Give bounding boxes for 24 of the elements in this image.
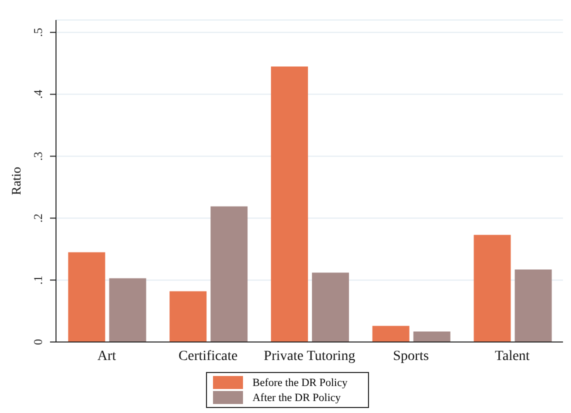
y-axis-title: Ratio <box>8 166 24 196</box>
x-tick-label: Sports <box>393 348 429 364</box>
bar <box>312 272 349 342</box>
x-tick-label: Talent <box>494 348 530 364</box>
legend-label: After the DR Policy <box>252 392 341 404</box>
x-tick-label: Certificate <box>178 348 238 364</box>
x-tick-label: Art <box>97 348 116 364</box>
bar <box>474 234 511 342</box>
bar <box>514 270 552 342</box>
y-tick-label: .4 <box>31 90 45 99</box>
bar <box>109 278 146 342</box>
bar <box>372 326 410 342</box>
y-tick-label: .2 <box>31 214 45 223</box>
bar <box>413 331 450 342</box>
y-tick-label: 0 <box>31 339 45 345</box>
x-tick-label: Private Tutoring <box>264 348 356 364</box>
bar <box>270 66 308 342</box>
y-tick-label: .1 <box>31 276 45 285</box>
y-tick-label: .3 <box>31 152 45 161</box>
y-tick-label: .5 <box>31 28 45 37</box>
bar <box>68 252 106 342</box>
legend-label: Before the DR Policy <box>252 376 348 388</box>
bar <box>170 291 207 342</box>
bar <box>210 206 248 342</box>
